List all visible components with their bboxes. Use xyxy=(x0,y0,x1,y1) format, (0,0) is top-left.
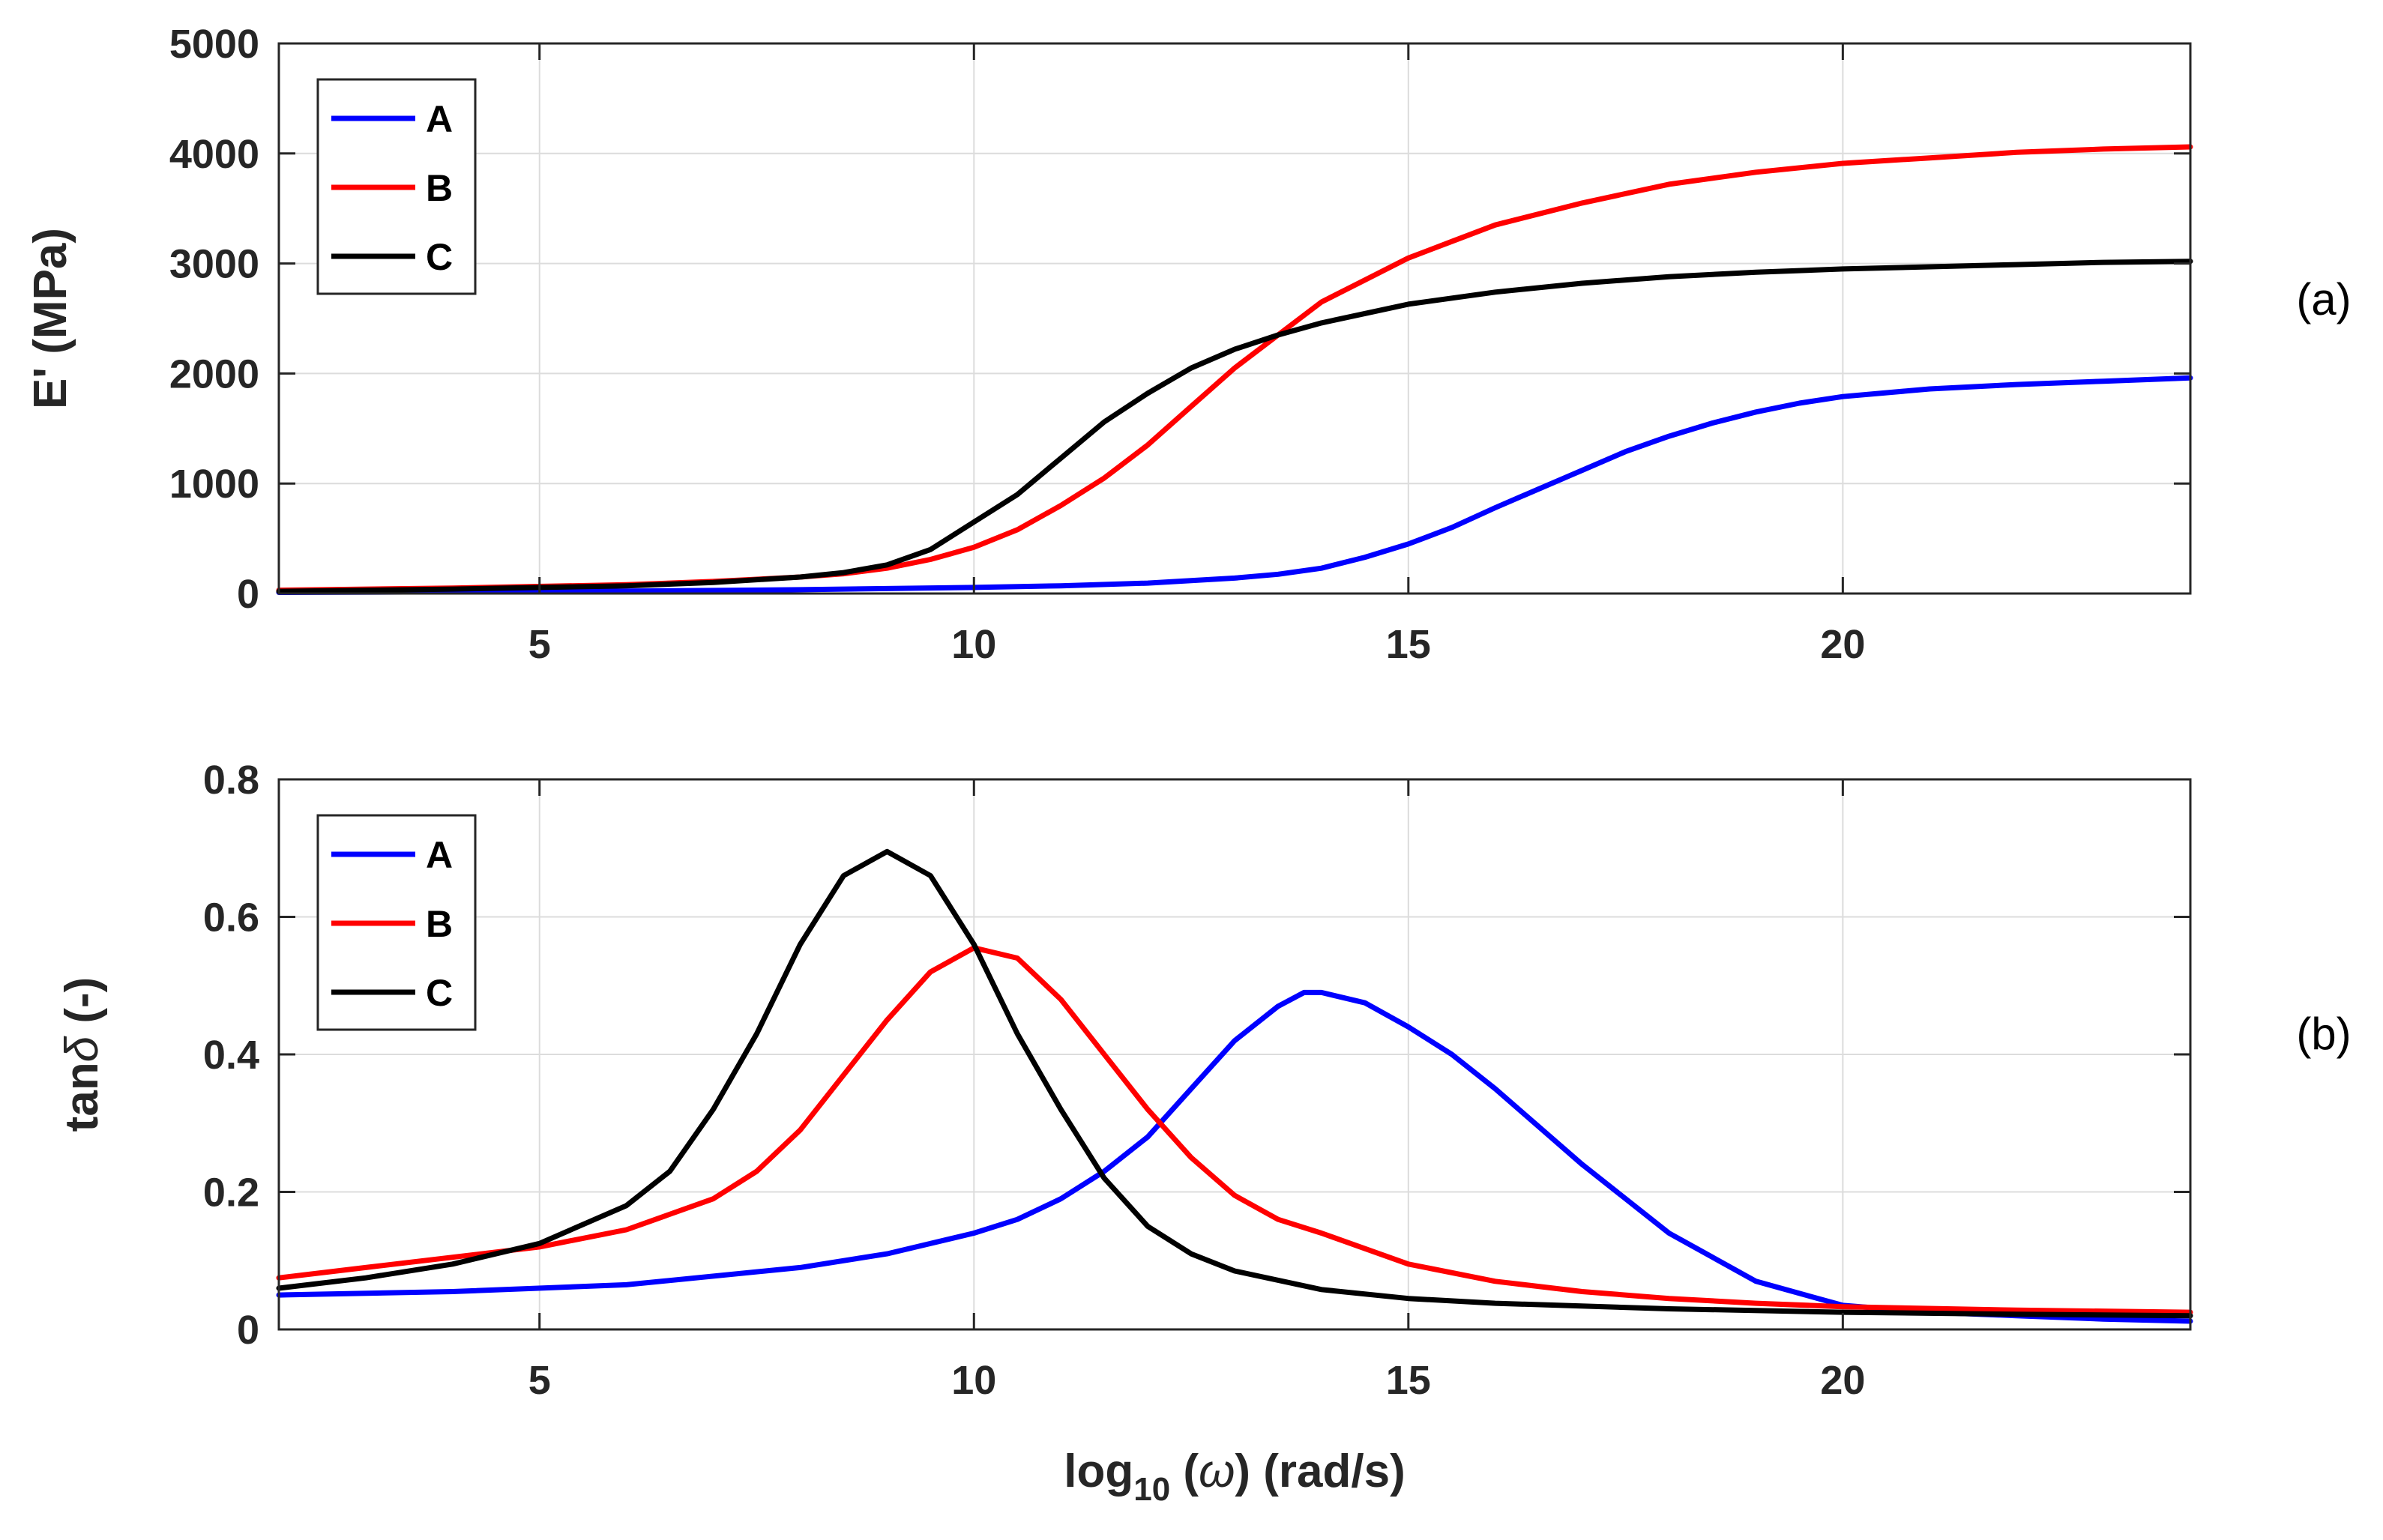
y-tick-label: 0.8 xyxy=(203,758,259,803)
y-tick-label: 1000 xyxy=(169,462,259,507)
y-tick-label: 0.4 xyxy=(203,1033,259,1078)
legend-label-A: A xyxy=(426,98,453,140)
legend: ABC xyxy=(316,78,477,295)
axes-box xyxy=(277,42,2192,595)
y-tick-label: 5000 xyxy=(169,22,259,67)
panel-tag: (a) xyxy=(2296,274,2351,324)
legend-label-A: A xyxy=(426,834,453,876)
series-line-A xyxy=(276,989,2193,1324)
y-axis-label: tanδ (-) xyxy=(56,977,108,1132)
x-tick-label: 20 xyxy=(1820,622,1865,667)
y-tick-label: 0.2 xyxy=(203,1171,259,1216)
y-tick-label: 0.6 xyxy=(203,896,259,940)
series-line-A xyxy=(276,375,2193,595)
legend: ABC xyxy=(316,814,477,1031)
x-tick-label: 5 xyxy=(528,1358,551,1403)
y-tick-label: 2000 xyxy=(169,351,259,396)
x-label-symbol: ω xyxy=(1199,1446,1235,1497)
y-tick-label: 4000 xyxy=(169,132,259,177)
x-label-mid: ( xyxy=(1170,1446,1199,1497)
panel-a: 5 10 15 20 0 1000 2000 3000 4000 5000 E' (MPa) (a) A… xyxy=(25,22,2352,667)
x-label-sub: 10 xyxy=(1133,1471,1170,1508)
y-tick-label: 0 xyxy=(237,1308,259,1353)
x-label-main: log xyxy=(1064,1446,1133,1497)
series-line-C xyxy=(276,259,2193,594)
y-axis-label: E' (MPa) xyxy=(25,228,76,409)
y-tick-label: 3000 xyxy=(169,242,259,287)
y-label-unit: (-) xyxy=(56,977,108,1036)
legend-label-C: C xyxy=(426,972,453,1014)
x-tick-label: 15 xyxy=(1386,622,1431,667)
x-tick-label: 15 xyxy=(1386,1358,1431,1403)
legend-label-B: B xyxy=(426,167,453,209)
x-label-end: ) (rad/s) xyxy=(1235,1446,1405,1497)
x-tick-label: 20 xyxy=(1820,1358,1865,1403)
y-label-symbol: δ xyxy=(56,1036,108,1062)
x-tick-label: 10 xyxy=(951,1358,996,1403)
y-label-main: tan xyxy=(56,1062,108,1132)
series-line-C xyxy=(276,848,2193,1319)
series-line-B xyxy=(276,945,2193,1315)
legend-label-C: C xyxy=(426,236,453,278)
panel-tag: (b) xyxy=(2296,1009,2351,1059)
y-tick-label: 0 xyxy=(237,572,259,617)
legend-label-B: B xyxy=(426,903,453,945)
plot-area xyxy=(279,43,2190,594)
x-axis-label: log10 (ω) (rad/s) xyxy=(1064,1446,1405,1508)
x-tick-label: 10 xyxy=(951,622,996,667)
x-tick-label: 5 xyxy=(528,622,551,667)
